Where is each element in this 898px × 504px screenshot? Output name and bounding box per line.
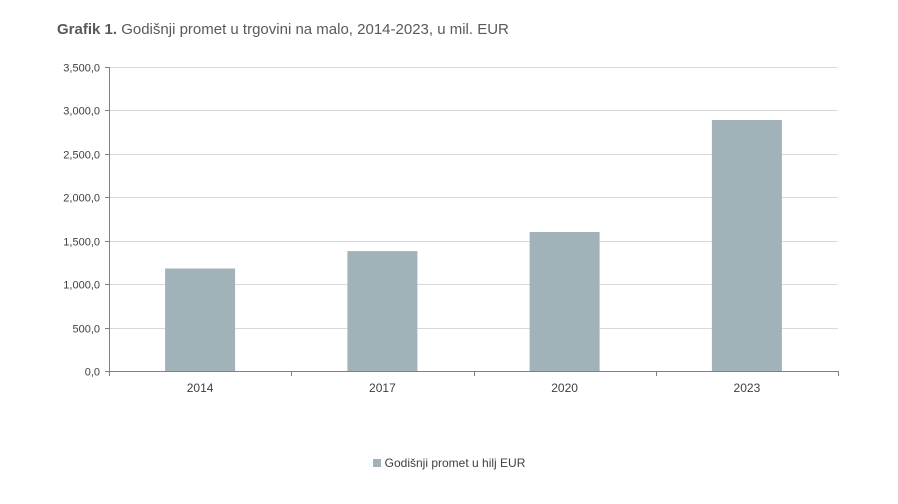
bar-2023 (711, 120, 782, 371)
bar-2020 (529, 232, 600, 371)
x-tick-label: 2023 (734, 381, 761, 395)
y-tick-label: 1,000,0 (63, 280, 100, 292)
x-tick-label: 2014 (187, 381, 214, 395)
chart-title: Grafik 1. Godišnji promet u trgovini na … (57, 21, 509, 38)
y-tick-label: 3,500,0 (63, 63, 100, 75)
bar-chart: 0,0 500,0 1,000,0 1,500,0 2,000,0 2,500,0 3,00… (63, 63, 839, 396)
y-tick-label: 2,000,0 (63, 193, 100, 205)
axes (105, 67, 839, 376)
chart-title-prefix: Grafik 1. (57, 21, 118, 38)
legend: Godišnji promet u hilj EUR (0, 456, 898, 470)
bar-2017 (347, 251, 418, 371)
bars (165, 120, 782, 371)
axis-labels: 0,0 500,0 1,000,0 1,500,0 2,000,0 2,500,0 3,00… (63, 63, 760, 396)
y-tick-label: 500,0 (72, 324, 100, 336)
x-tick-label: 2017 (369, 381, 396, 395)
legend-swatch (372, 459, 381, 467)
y-tick-label: 0,0 (85, 367, 100, 379)
y-tick-label: 1,500,0 (63, 237, 100, 249)
y-tick-label: 2,500,0 (63, 150, 100, 162)
bar-2014 (165, 268, 236, 371)
legend-label: Godišnji promet u hilj EUR (384, 456, 526, 470)
y-tick-label: 3,000,0 (63, 106, 100, 118)
chart-title-text: Godišnji promet u trgovini na malo, 2014… (121, 21, 509, 38)
x-tick-label: 2020 (551, 381, 578, 395)
